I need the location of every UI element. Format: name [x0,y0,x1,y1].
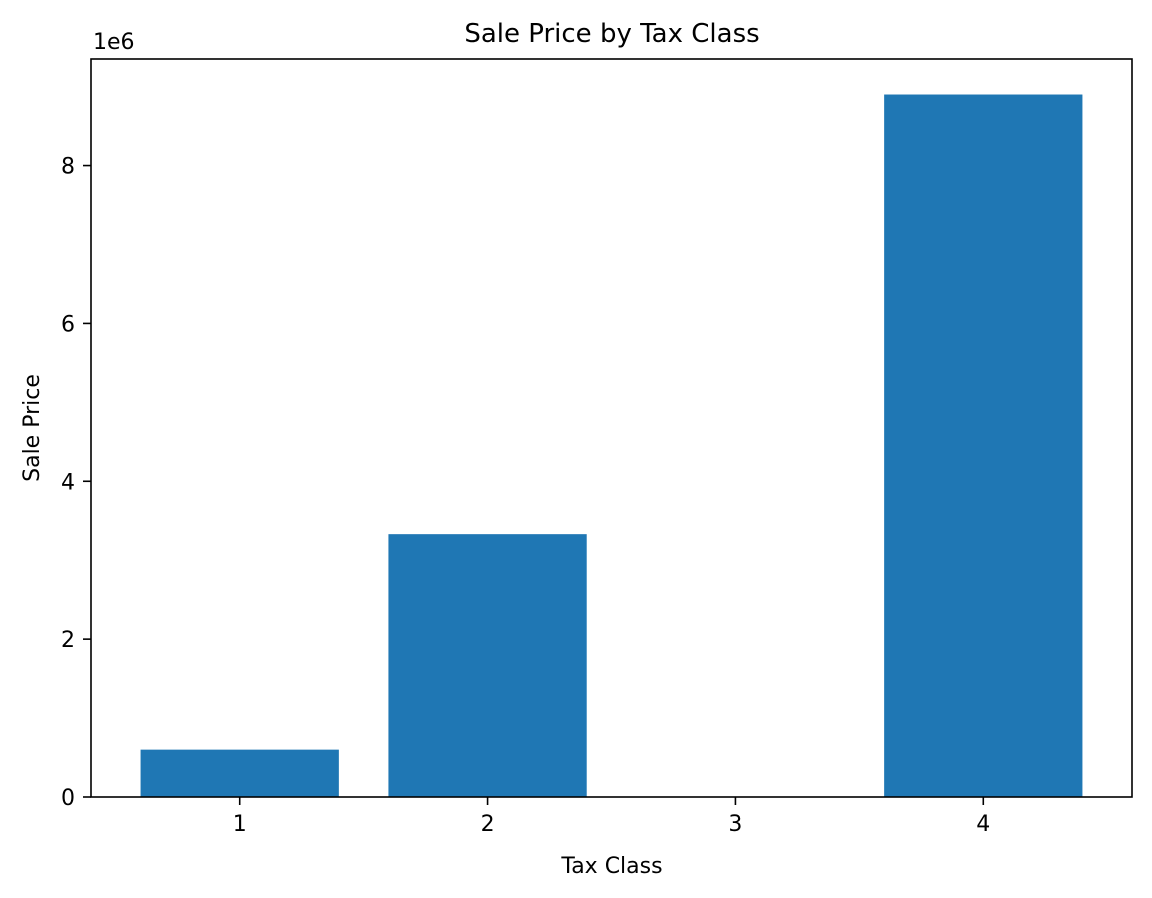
x-tick-label: 2 [481,812,495,837]
y-axis: 0 2 4 6 8 [61,155,91,811]
y-tick-label: 6 [61,312,75,337]
x-tick-label: 1 [233,812,247,837]
bar-tax-class-1 [140,749,339,797]
y-tick-label: 0 [61,786,75,811]
bar-tax-class-4 [884,94,1083,797]
axes-frame [90,58,1133,798]
plot-area [140,94,1083,797]
bar-tax-class-2 [388,534,587,797]
y-axis-offset-label: 1e6 [93,30,135,55]
x-tick-label: 4 [976,812,990,837]
y-tick-label: 8 [61,155,75,180]
x-axis-label: Tax Class [560,854,662,879]
y-tick-label: 2 [61,628,75,653]
y-tick-label: 4 [61,470,75,495]
y-axis-label: Sale Price [20,374,45,482]
chart-title: Sale Price by Tax Class [464,19,759,49]
x-axis: 1 2 3 4 [233,797,990,837]
x-tick-label: 3 [728,812,742,837]
